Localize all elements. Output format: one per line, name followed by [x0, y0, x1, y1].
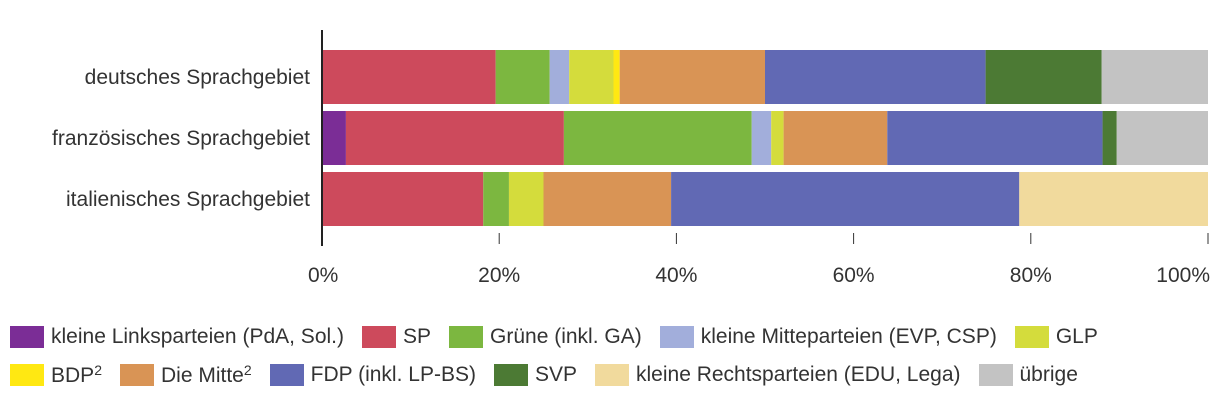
- legend-row: kleine Linksparteien (PdA, Sol.) SP Grüne …: [10, 318, 1215, 356]
- legend-label: SP: [403, 325, 431, 349]
- legend-row: BDP2 Die Mitte2 FDP (inkl. LP-BS) SVP kleine…: [10, 356, 1215, 394]
- bar-segment-1-1: [345, 111, 564, 165]
- legend-swatch: [10, 326, 44, 348]
- x-tick-label: 80%: [1010, 264, 1052, 287]
- legend-item: GLP: [1014, 325, 1098, 349]
- legend-label-text: SP: [403, 325, 432, 348]
- bar-segment-1-2: [563, 111, 752, 165]
- legend-label-text: FDP (inkl. LP-BS): [310, 363, 476, 386]
- legend-item: kleine Linksparteien (PdA, Sol.): [10, 325, 344, 349]
- bar-segment-0-3: [549, 50, 570, 104]
- legend-swatch: [493, 364, 528, 386]
- legend-item: SP: [362, 325, 431, 349]
- legend-label-text: kleine Linksparteien (PdA, Sol.): [51, 325, 344, 348]
- legend-label-text: Die Mitte: [160, 364, 244, 387]
- legend-swatch: [1014, 326, 1049, 348]
- bar-segment-0-8: [985, 50, 1102, 104]
- legend-swatch: [10, 364, 44, 386]
- legend-label: kleine Rechtsparteien (EDU, Lega): [636, 363, 961, 387]
- legend-label: kleine Mitteparteien (EVP, CSP): [701, 325, 997, 349]
- legend-label-text: kleine Mitteparteien (EVP, CSP): [700, 325, 997, 348]
- bar-segment-1-0: [322, 111, 346, 165]
- bar-segment-2-7: [671, 172, 1020, 226]
- legend-swatch: [269, 364, 304, 386]
- legend-swatch: [119, 364, 154, 386]
- legend-label-text: BDP: [51, 364, 95, 387]
- legend-item: SVP: [493, 363, 577, 387]
- bar-segment-0-5: [613, 50, 620, 104]
- legend-swatch: [659, 326, 694, 348]
- category-label: deutsches Sprachgebiet: [85, 66, 310, 89]
- bar-segment-2-1: [322, 172, 484, 226]
- legend-label: GLP: [1056, 325, 1098, 349]
- bar-segment-0-1: [322, 50, 496, 104]
- legend-item: übrige: [978, 363, 1078, 387]
- legend-label-text: SVP: [534, 363, 577, 386]
- x-tick-label: 20%: [478, 264, 520, 287]
- legend-footnote-marker: 2: [94, 362, 102, 378]
- legend-item: BDP2: [10, 362, 102, 388]
- legend-footnote-marker: 2: [243, 362, 252, 378]
- x-tick-label: 0%: [308, 264, 338, 287]
- legend-label: Die Mitte2: [161, 362, 252, 388]
- bar-segment-2-9: [1019, 172, 1208, 226]
- legend-swatch: [362, 326, 396, 348]
- x-tick-label: 100%: [1156, 264, 1210, 287]
- legend-item: kleine Mitteparteien (EVP, CSP): [659, 325, 997, 349]
- bar-segment-1-7: [887, 111, 1103, 165]
- bar-segment-0-7: [765, 50, 986, 104]
- legend: kleine Linksparteien (PdA, Sol.) SP Grüne …: [10, 318, 1215, 394]
- bar-segment-1-3: [751, 111, 772, 165]
- stacked-bar-chart: deutsches Sprachgebiet französisches Spra…: [52, 30, 1210, 287]
- legend-swatch: [978, 364, 1013, 386]
- legend-label: kleine Linksparteien (PdA, Sol.): [51, 325, 344, 349]
- bar-segment-2-6: [543, 172, 672, 226]
- legend-item: Die Mitte2: [119, 362, 252, 388]
- legend-item: kleine Rechtsparteien (EDU, Lega): [595, 363, 961, 387]
- legend-item: FDP (inkl. LP-BS): [269, 363, 476, 387]
- legend-label: übrige: [1020, 363, 1078, 387]
- legend-swatch: [449, 326, 484, 348]
- bar-segment-1-6: [783, 111, 888, 165]
- legend-label-text: kleine Rechtsparteien (EDU, Lega): [636, 363, 961, 386]
- bar-segment-0-10: [1101, 50, 1208, 104]
- bar-segment-2-4: [508, 172, 544, 226]
- bar-segment-2-2: [483, 172, 509, 226]
- legend-label-text: GLP: [1055, 325, 1098, 348]
- bar-segment-1-10: [1116, 111, 1208, 165]
- x-tick-label: 60%: [833, 264, 875, 287]
- legend-label-text: Grüne (inkl. GA): [490, 325, 642, 348]
- bar-segment-0-2: [495, 50, 550, 104]
- bar-segment-0-6: [619, 50, 765, 104]
- category-label: französisches Sprachgebiet: [52, 127, 310, 150]
- x-tick-label: 40%: [655, 264, 697, 287]
- legend-label: Grüne (inkl. GA): [490, 325, 642, 349]
- legend-swatch: [595, 364, 629, 386]
- bar-segment-1-4: [771, 111, 784, 165]
- legend-label: SVP: [535, 363, 577, 387]
- legend-label: FDP (inkl. LP-BS): [311, 363, 476, 387]
- category-label: italienisches Sprachgebiet: [66, 188, 310, 211]
- legend-label-text: übrige: [1019, 363, 1078, 386]
- bar-segment-1-8: [1102, 111, 1117, 165]
- bar-segment-0-4: [569, 50, 614, 104]
- legend-item: Grüne (inkl. GA): [449, 325, 642, 349]
- legend-label: BDP2: [51, 362, 102, 388]
